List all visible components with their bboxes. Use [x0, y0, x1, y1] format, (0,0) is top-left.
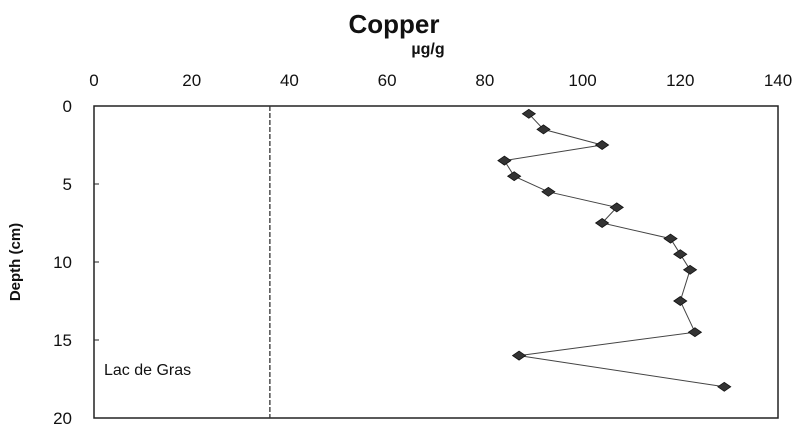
- data-point: [674, 297, 687, 306]
- series-markers: [498, 109, 731, 391]
- data-point: [718, 382, 731, 391]
- data-point: [610, 203, 623, 212]
- x-tick-label: 20: [182, 71, 201, 90]
- y-tick-label: 10: [53, 253, 72, 272]
- x-tick-label: 140: [764, 71, 792, 90]
- y-tick-label: 15: [53, 331, 72, 350]
- data-point: [498, 156, 511, 165]
- x-tick-label: 120: [666, 71, 694, 90]
- y-axis-ticks: 0 5 10 15 20: [53, 97, 99, 428]
- x-tick-label: 0: [89, 71, 98, 90]
- data-point: [542, 187, 555, 196]
- x-tick-label: 40: [280, 71, 299, 90]
- x-axis-ticks: 0 20 40 60 80 100 120 140: [89, 71, 792, 90]
- x-tick-label: 100: [568, 71, 596, 90]
- series-line: [504, 114, 724, 387]
- x-tick-label: 80: [475, 71, 494, 90]
- data-point: [537, 125, 550, 134]
- site-annotation: Lac de Gras: [104, 362, 191, 379]
- data-point: [688, 328, 701, 337]
- y-tick-label: 5: [63, 175, 72, 194]
- y-tick-label: 0: [63, 97, 72, 116]
- chart-title: Copper: [349, 9, 440, 39]
- data-point: [596, 141, 609, 150]
- data-point: [596, 219, 609, 228]
- x-tick-label: 60: [378, 71, 397, 90]
- data-point: [664, 234, 677, 243]
- y-axis-label: Depth (cm): [7, 223, 24, 301]
- data-point: [674, 250, 687, 259]
- data-point: [684, 265, 697, 274]
- data-point: [522, 109, 535, 118]
- plot-frame: [94, 106, 778, 418]
- unit-label: µg/g: [411, 41, 444, 58]
- data-point: [513, 351, 526, 360]
- y-tick-label: 20: [53, 409, 72, 428]
- data-point: [508, 172, 521, 181]
